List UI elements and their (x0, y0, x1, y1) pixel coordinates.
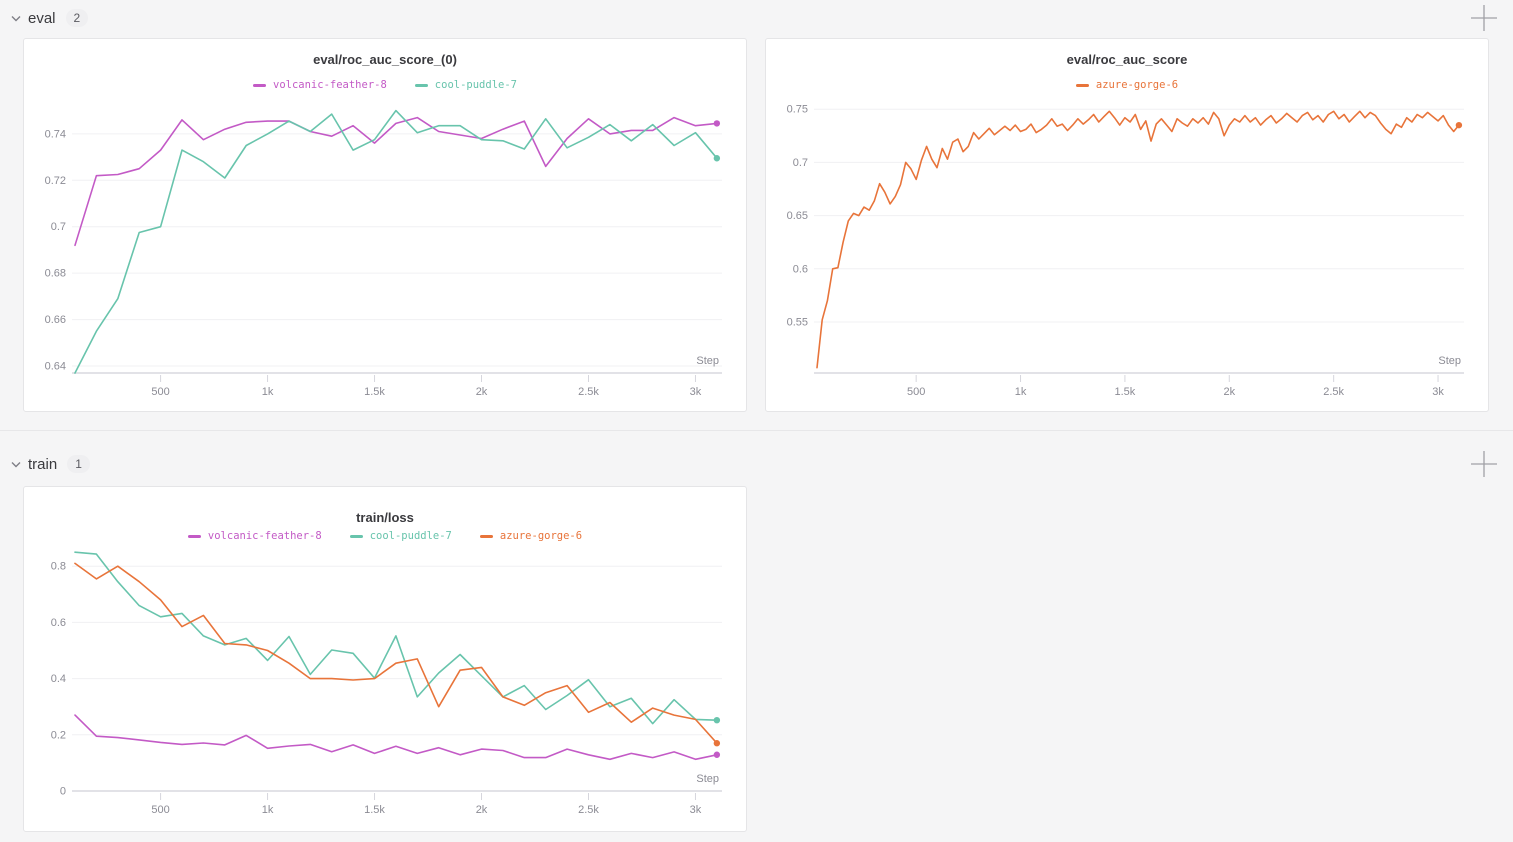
series-endpoint-volcanic-feather-8 (713, 120, 721, 127)
chevron-down-icon[interactable] (8, 456, 24, 472)
line-chart-svg: 0 0.2 0.4 0.6 0.8 500 1k 1.5k 2k 2.5k 3k Step (51, 551, 722, 816)
x-tick-label: 1k (1015, 386, 1027, 398)
series-line-azure-gorge-6[interactable] (816, 110, 1460, 369)
y-tick-label: 0.65 (787, 210, 808, 222)
y-tick-label: 0.7 (793, 157, 808, 169)
chart-title: eval/roc_auc_score (1066, 52, 1188, 67)
panel-train-loss[interactable]: train/loss volcanic-feather-8 cool-puddle… (23, 486, 747, 832)
section-header-eval: eval 2 (0, 0, 1513, 36)
legend-swatch-icon (253, 83, 266, 87)
x-tick-label: 3k (690, 804, 702, 816)
x-tick-label: 2k (476, 804, 488, 816)
x-tick-label: 500 (907, 386, 925, 398)
y-tick-label: 0.68 (45, 268, 66, 280)
add-panel-button[interactable] (1469, 3, 1499, 33)
x-axis-title: Step (696, 355, 719, 367)
x-tick-label: 2.5k (1323, 386, 1344, 398)
panel-row-train: train/loss volcanic-feather-8 cool-puddle… (0, 486, 1513, 832)
legend-item-azure-gorge-6[interactable]: azure-gorge-6 (1075, 79, 1179, 91)
chevron-down-icon[interactable] (8, 10, 24, 26)
y-tick-label: 0.2 (51, 729, 66, 741)
legend-run-name: volcanic-feather-8 (273, 79, 387, 91)
legend-swatch-icon (187, 534, 201, 538)
y-tick-label: 0.66 (45, 314, 66, 326)
chart-plot-area: 0.64 0.66 0.68 0.7 0.72 0.74 500 1k 1.5k 2k 2.5k 3k… (35, 97, 735, 411)
x-tick-label: 1.5k (364, 804, 385, 816)
section-label-eval: eval (28, 9, 56, 27)
legend-run-name: volcanic-feather-8 (207, 530, 322, 542)
x-tick-label: 3k (690, 386, 702, 398)
panel-count-badge: 2 (65, 9, 89, 27)
add-panel-button[interactable] (1469, 449, 1499, 479)
series-line-volcanic-feather-8[interactable] (74, 116, 718, 247)
section-divider (0, 430, 1513, 431)
legend-swatch-icon (1075, 83, 1089, 87)
chart-plot-area: 0 0.2 0.4 0.6 0.8 500 1k 1.5k 2k 2.5k 3k Step (35, 544, 735, 831)
series-endpoint-volcanic-feather-8 (713, 751, 721, 758)
line-chart-svg: 0.64 0.66 0.68 0.7 0.72 0.74 500 1k 1.5k 2k 2.5k 3k… (45, 109, 722, 398)
y-tick-label: 0.6 (51, 617, 66, 629)
x-tick-label: 2.5k (578, 804, 599, 816)
x-tick-label: 3k (1432, 386, 1444, 398)
series-line-cool-puddle-7[interactable] (74, 109, 718, 374)
chart-legend: azure-gorge-6 (777, 77, 1477, 93)
legend-run-name: cool-puddle-7 (369, 530, 452, 542)
legend-run-name: azure-gorge-6 (1095, 79, 1179, 91)
legend-run-name: azure-gorge-6 (499, 530, 583, 542)
section-train: train 1 train/loss volcanic-feather-8 coo… (0, 446, 1513, 832)
section-header-train: train 1 (0, 446, 1513, 482)
series-endpoint-cool-puddle-7 (713, 155, 721, 162)
section-eval: eval 2 eval/roc_auc_score_(0) volcanic-f… (0, 0, 1513, 412)
panel-eval-roc-auc-score-0[interactable]: eval/roc_auc_score_(0) volcanic-feather-… (23, 38, 747, 412)
x-tick-label: 1k (262, 386, 274, 398)
x-tick-label: 1.5k (1115, 386, 1136, 398)
y-tick-label: 0.74 (45, 128, 66, 140)
y-tick-label: 0.55 (787, 316, 808, 328)
legend-swatch-icon (414, 83, 428, 87)
y-tick-label: 0.8 (51, 561, 66, 573)
series-line-cool-puddle-7[interactable] (74, 551, 718, 725)
legend-item-volcanic-feather-8[interactable]: volcanic-feather-8 (187, 530, 322, 542)
x-tick-label: 500 (151, 386, 169, 398)
panel-count-badge: 1 (67, 455, 90, 473)
y-tick-label: 0.75 (787, 104, 808, 116)
y-tick-label: 0.64 (45, 361, 66, 373)
section-label-train: train (28, 455, 58, 473)
chart-legend: volcanic-feather-8 cool-puddle-7 (35, 77, 735, 93)
y-tick-label: 0.6 (793, 263, 808, 275)
x-axis-title: Step (1438, 355, 1461, 367)
legend-run-name: cool-puddle-7 (434, 79, 517, 91)
legend-item-cool-puddle-7[interactable]: cool-puddle-7 (414, 79, 517, 91)
x-axis-title: Step (696, 773, 719, 785)
panel-row-eval: eval/roc_auc_score_(0) volcanic-feather-… (0, 38, 1513, 412)
chart-plot-area: 0.55 0.6 0.65 0.7 0.75 500 1k 1.5k 2k 2.5k 3k Step (777, 97, 1477, 411)
y-tick-label: 0 (60, 786, 66, 798)
series-endpoint-cool-puddle-7 (713, 716, 721, 724)
series-endpoint-azure-gorge-6 (1455, 121, 1463, 129)
x-tick-label: 2.5k (578, 386, 599, 398)
y-tick-label: 0.7 (51, 221, 66, 233)
y-tick-label: 0.72 (45, 175, 66, 187)
x-tick-label: 2k (1223, 386, 1235, 398)
legend-item-cool-puddle-7[interactable]: cool-puddle-7 (349, 530, 452, 542)
chart-legend: volcanic-feather-8 cool-puddle-7 azure-gor… (35, 528, 735, 544)
y-tick-label: 0.4 (51, 673, 66, 685)
series-line-volcanic-feather-8[interactable] (74, 714, 718, 761)
panel-eval-roc-auc-score[interactable]: eval/roc_auc_score azure-gorge-6 0.55 0.6… (765, 38, 1489, 412)
x-tick-label: 1.5k (364, 386, 385, 398)
legend-item-azure-gorge-6[interactable]: azure-gorge-6 (479, 530, 583, 542)
line-chart-svg: 0.55 0.6 0.65 0.7 0.75 500 1k 1.5k 2k 2.5k 3k Step (787, 104, 1464, 398)
x-tick-label: 1k (262, 804, 274, 816)
legend-swatch-icon (479, 534, 493, 538)
series-endpoint-azure-gorge-6 (713, 740, 721, 747)
x-tick-label: 500 (151, 804, 169, 816)
chart-title: train/loss (356, 510, 414, 525)
legend-item-volcanic-feather-8[interactable]: volcanic-feather-8 (253, 79, 387, 91)
series-line-azure-gorge-6[interactable] (74, 562, 718, 744)
x-tick-label: 2k (476, 386, 488, 398)
chart-title: eval/roc_auc_score_(0) (313, 52, 457, 67)
legend-swatch-icon (349, 534, 363, 538)
